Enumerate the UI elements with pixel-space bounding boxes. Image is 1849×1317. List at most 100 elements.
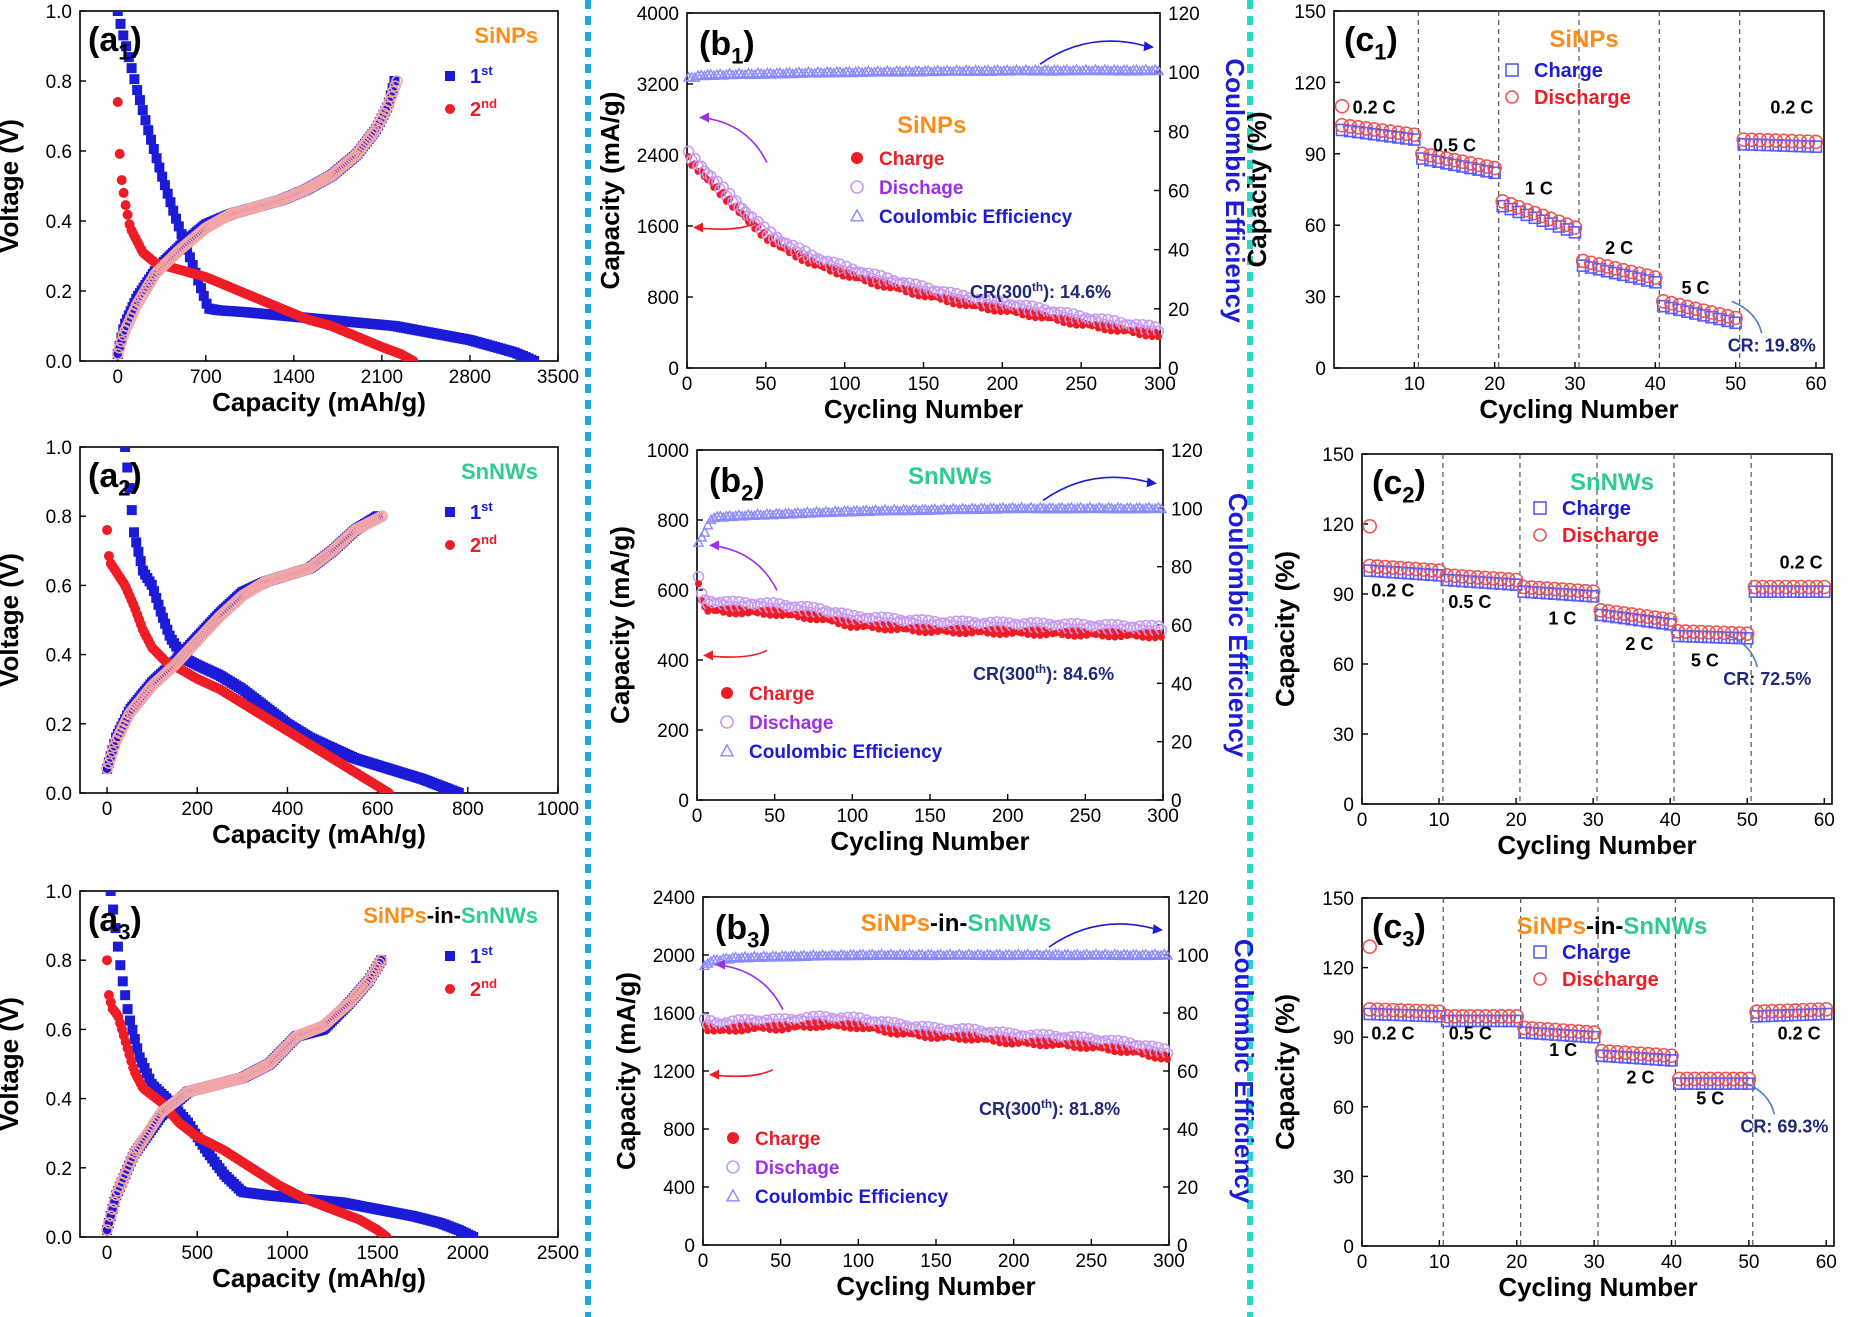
y-axis-label: Capacity (mA/g): [595, 92, 625, 290]
ce-point: [1037, 949, 1049, 960]
ce-point: [837, 67, 849, 78]
data-point: [103, 1218, 114, 1229]
ce-point: [975, 948, 987, 960]
discharge-point: [1415, 146, 1430, 162]
legend-marker: [445, 71, 455, 81]
rate-label: 0.5 C: [1448, 592, 1491, 612]
discharge-point: [1447, 1009, 1463, 1024]
panel-c2: 0 10 20 30 40 50 60 0 30 60 90 120 150 Cycling Number…: [1270, 445, 1835, 860]
arrow-head: [1152, 924, 1163, 935]
panel-b2: 0 50 100 150 200 250 30002004006008001000Cycli…: [605, 441, 1253, 856]
ce-point: [1109, 503, 1121, 514]
data-point: [120, 447, 131, 452]
y-axis-label: Capacity (mA/g): [611, 972, 641, 1170]
x-axis-label: Cycling Number: [1497, 830, 1696, 860]
ce-point: [702, 519, 714, 530]
y-tick-label: 0.2: [46, 715, 72, 736]
legend-entry: Charge: [1562, 498, 1631, 520]
y-tick-label: 0.4: [46, 1090, 73, 1111]
discharge-point: [1623, 264, 1639, 280]
ce-point: [770, 950, 782, 961]
data-point: [114, 148, 125, 159]
data-point: [383, 788, 394, 793]
data-point: [387, 85, 400, 98]
x-tick-label: 0: [1357, 1252, 1368, 1273]
data-point: [146, 579, 157, 590]
panel-label: (c3): [1372, 908, 1426, 952]
legend-entry: Charge: [749, 684, 814, 705]
material-label-part-0: SiNPs: [363, 903, 427, 928]
discharge-point: [1648, 270, 1663, 285]
y-tick-label: 0.2: [46, 282, 72, 303]
data-point: [165, 197, 176, 208]
x-axis-label: Cycling Number: [1479, 394, 1678, 424]
data-point: [381, 1232, 392, 1237]
material-label-part-2: SnNWs: [1623, 913, 1707, 940]
x-tick-label: 0: [102, 799, 113, 820]
panel-label-main: (c: [1372, 908, 1402, 946]
legend-marker: [1533, 501, 1547, 515]
ce-point: [824, 66, 837, 77]
data-point: [132, 85, 143, 96]
x-tick-label: 300: [1147, 806, 1179, 827]
panel-b1: 0 50 100 150 200 250 30008001600240032004000Cy…: [595, 4, 1250, 424]
data-point: [109, 1197, 120, 1208]
data-point: [110, 923, 121, 934]
legend-entry-main: 1: [470, 66, 481, 88]
ce-point: [1032, 64, 1045, 75]
discharge-point: [1509, 1009, 1525, 1024]
ce-point: [1146, 64, 1158, 75]
ce-point: [841, 950, 854, 961]
ce-point: [872, 949, 885, 960]
discharge-point: [1455, 154, 1470, 170]
data-point: [196, 283, 207, 294]
ce-point: [1009, 949, 1021, 960]
cr-annotation-sup: th: [1032, 281, 1043, 294]
arrow-to-capacity-axis: [716, 963, 784, 1011]
x-tick-label: 50: [755, 374, 776, 395]
data-point: [376, 510, 388, 523]
x-tick-label: 100: [842, 1251, 874, 1272]
y2-tick-label: 60: [1171, 616, 1192, 637]
x-axis-label: Capacity (mAh/g): [212, 387, 426, 417]
ce-point: [832, 950, 844, 961]
discharge-point: [1439, 151, 1454, 166]
ce-point: [950, 949, 962, 960]
y2-tick-label: 120: [1171, 441, 1203, 462]
ce-point: [758, 68, 770, 79]
data-point: [113, 341, 126, 354]
ce-point: [804, 950, 816, 961]
discharge-point: [1763, 579, 1778, 595]
discharge-point: [1591, 257, 1607, 272]
legend-entry: Coulombic Efficiency: [755, 1187, 949, 1208]
ce-point: [987, 949, 1000, 961]
ce-point: [894, 505, 907, 516]
legend-entry: Charge: [755, 1129, 820, 1150]
ce-point: [856, 66, 868, 78]
panel-label-main: (c: [1344, 21, 1374, 59]
x-tick-label: 50: [770, 1251, 791, 1272]
ce-point: [1054, 65, 1067, 76]
x-tick-label: 300: [1144, 374, 1176, 395]
y-tick-label: 120: [1294, 73, 1326, 94]
ce-point: [1155, 949, 1167, 960]
data-point: [115, 18, 126, 29]
ce-point: [897, 66, 909, 77]
ce-point: [812, 65, 824, 77]
ce-point: [1124, 949, 1136, 961]
data-point: [129, 1034, 140, 1045]
ce-point: [755, 67, 767, 78]
charge-point: [695, 580, 703, 588]
panel-label: (a2): [88, 457, 142, 501]
x-axis-label: Cycling Number: [1498, 1272, 1697, 1302]
data-point: [155, 606, 166, 617]
data-point: [453, 788, 464, 793]
data-point: [383, 95, 396, 108]
legend-marker: [727, 1132, 739, 1144]
ce-point: [730, 68, 742, 80]
legend-entry: Charge: [879, 149, 944, 170]
ce-point: [820, 505, 832, 516]
ce-point: [1059, 503, 1071, 514]
data-point: [106, 746, 119, 758]
discharge-point: [1615, 262, 1631, 278]
